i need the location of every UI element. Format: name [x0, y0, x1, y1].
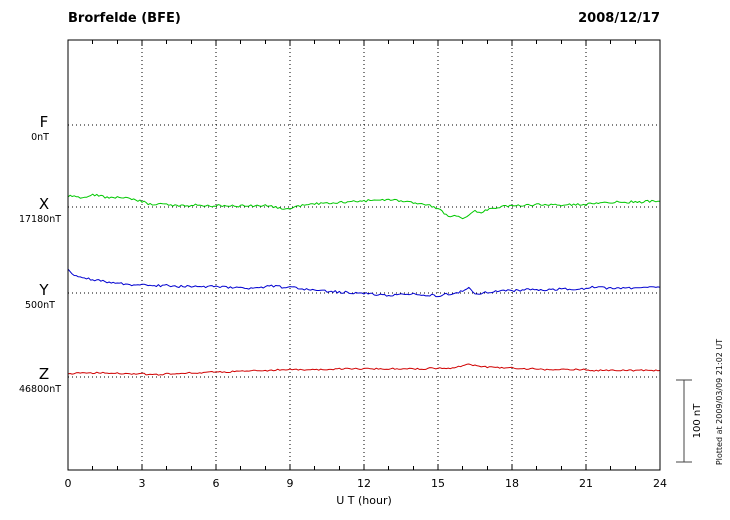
x-tick-label-18: 18 [505, 477, 519, 490]
scalebar: 100 nT [676, 379, 703, 463]
station-title: Brorfelde (BFE) [68, 11, 181, 26]
x-tick-label-9: 9 [287, 477, 294, 490]
x-axis-title: U T (hour) [336, 494, 392, 507]
x-tick-label-3: 3 [139, 477, 146, 490]
x-tick-label-0: 0 [65, 477, 72, 490]
z-trace [67, 363, 661, 376]
channel-letter-Z: Z [39, 365, 49, 383]
plotted-at-note: Plotted at 2009/03/09 21:02 UT [715, 339, 724, 465]
plot-date: 2008/12/17 [578, 11, 660, 26]
x-tick-label-24: 24 [653, 477, 667, 490]
channel-letter-F: F [40, 113, 49, 131]
scalebar-label: 100 nT [692, 403, 703, 439]
channel-baseline-value-F: 0nT [31, 132, 49, 143]
channel-baseline-value-Y: 500nT [25, 300, 55, 311]
channel-baseline-value-X: 17180nT [19, 214, 61, 225]
x-tick-label-12: 12 [357, 477, 371, 490]
channel-baseline-value-Z: 46800nT [19, 384, 61, 395]
channel-letter-X: X [39, 195, 49, 213]
x-trace [67, 193, 661, 220]
x-tick-label-15: 15 [431, 477, 445, 490]
x-tick-label-6: 6 [213, 477, 220, 490]
y-trace [67, 268, 661, 298]
x-tick-label-21: 21 [579, 477, 593, 490]
plot-frame [67, 39, 661, 471]
channel-letter-Y: Y [38, 281, 49, 299]
